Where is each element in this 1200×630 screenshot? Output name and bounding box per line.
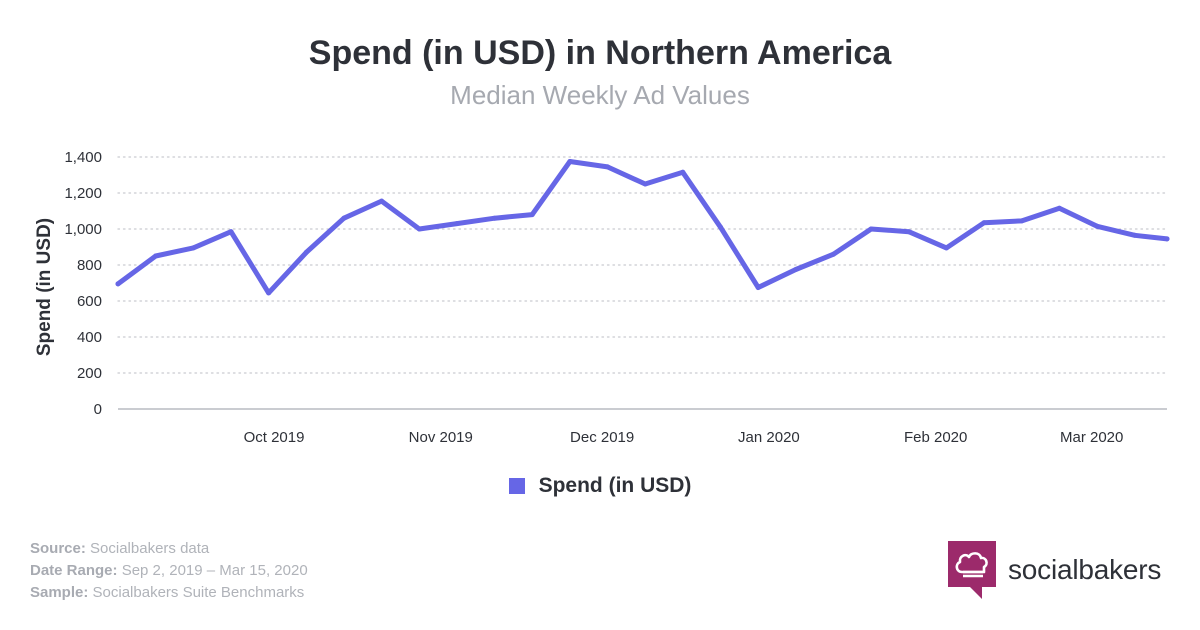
y-tick-label: 200: [77, 365, 102, 382]
data-point: [492, 215, 498, 221]
y-tick-label: 400: [77, 329, 102, 346]
chart-footer: Source: Socialbakers data Date Range: Se…: [30, 538, 308, 604]
data-point: [529, 212, 535, 218]
data-point: [379, 198, 385, 204]
data-point: [416, 226, 422, 232]
source-label: Source:: [30, 540, 86, 557]
source-value: Socialbakers data: [85, 540, 210, 557]
brand-name: socialbakers: [1008, 554, 1162, 585]
series-line: [115, 159, 1170, 296]
date-range-line: Date Range: Sep 2, 2019 – Mar 15, 2020: [30, 560, 308, 582]
chef-hat-speech-bubble-icon: [948, 541, 996, 599]
data-point: [228, 229, 234, 235]
sample-label: Sample:: [30, 584, 89, 601]
source-line: Source: Socialbakers data: [30, 538, 308, 560]
data-point: [830, 251, 836, 257]
data-point: [868, 226, 874, 232]
data-point: [115, 281, 121, 287]
sample-value: Socialbakers Suite Benchmarks: [88, 584, 305, 601]
chart-title: Spend (in USD) in Northern America: [308, 34, 892, 72]
sample-line: Sample: Socialbakers Suite Benchmarks: [30, 582, 308, 604]
x-tick-label: Oct 2019: [244, 429, 305, 446]
brand-logo: socialbakers: [948, 540, 1161, 600]
data-point: [567, 159, 573, 164]
chart-legend: Spend (in USD): [0, 474, 1200, 498]
data-point: [755, 285, 761, 290]
y-tick-label: 1,200: [64, 185, 102, 202]
data-point: [906, 229, 912, 235]
data-point: [680, 169, 686, 175]
data-point: [1019, 218, 1025, 224]
date-range-value: Sep 2, 2019 – Mar 15, 2020: [117, 562, 308, 579]
data-point: [718, 224, 724, 230]
x-tick-label: Jan 2020: [738, 429, 800, 446]
data-point: [793, 267, 799, 272]
data-point: [266, 290, 272, 296]
x-tick-label: Dec 2019: [570, 429, 634, 446]
data-point: [1056, 205, 1062, 211]
y-tick-label: 600: [77, 293, 102, 310]
data-point: [605, 164, 611, 170]
data-point: [153, 253, 159, 259]
y-axis-title: Spend (in USD): [34, 218, 55, 356]
data-point: [303, 249, 309, 255]
legend-swatch: [508, 478, 525, 494]
data-point: [943, 245, 949, 251]
data-point: [1094, 223, 1100, 229]
data-point: [642, 181, 648, 187]
data-point: [1164, 236, 1170, 242]
x-tick-label: Nov 2019: [409, 429, 473, 446]
x-tick-label: Feb 2020: [904, 429, 967, 446]
data-point: [981, 220, 987, 226]
data-point: [454, 221, 460, 227]
x-tick-label: Mar 2020: [1060, 429, 1123, 446]
date-range-label: Date Range:: [30, 562, 118, 579]
data-point: [1132, 232, 1138, 238]
y-tick-label: 800: [77, 257, 102, 274]
y-tick-label: 0: [94, 401, 102, 418]
data-point: [341, 215, 347, 221]
legend-label: Spend (in USD): [538, 474, 692, 497]
y-tick-label: 1,400: [64, 149, 102, 166]
data-point: [190, 245, 196, 251]
chart-subtitle: Median Weekly Ad Values: [450, 80, 750, 110]
y-tick-label: 1,000: [64, 221, 102, 238]
